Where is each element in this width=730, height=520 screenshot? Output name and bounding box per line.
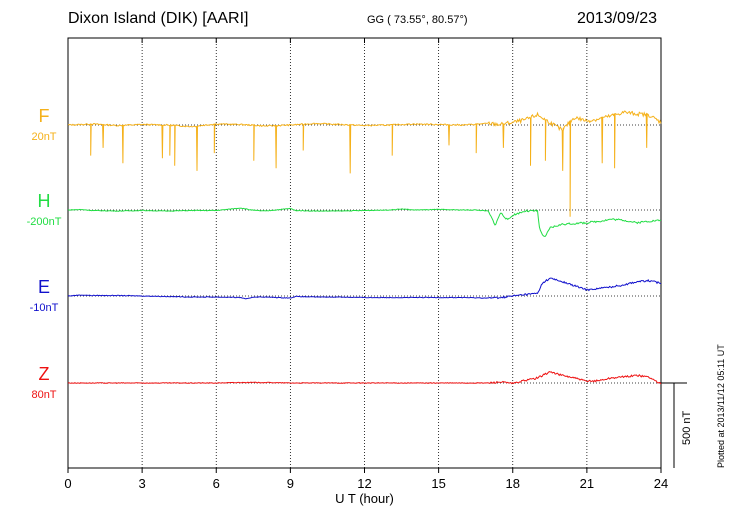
x-tick-label: 21 bbox=[580, 476, 594, 491]
coordinates: GG ( 73.55°, 80.57°) bbox=[367, 14, 468, 26]
series-scale-h: -200nT bbox=[27, 216, 62, 228]
plot-frame bbox=[67, 37, 662, 469]
x-tick-label: 18 bbox=[506, 476, 520, 491]
x-tick-label: 9 bbox=[287, 476, 294, 491]
x-axis-label: U T (hour) bbox=[335, 491, 394, 506]
series-name-e: E bbox=[38, 277, 50, 297]
x-tick-label: 6 bbox=[213, 476, 220, 491]
x-tick-label: 15 bbox=[431, 476, 445, 491]
x-tick-label: 12 bbox=[357, 476, 371, 491]
scale-bar-label: 500 nT bbox=[681, 410, 693, 445]
series-line-z bbox=[67, 371, 662, 385]
scale-bar: 500 nT bbox=[661, 382, 693, 468]
station-title: Dixon Island (DIK) [AARI] bbox=[68, 10, 249, 27]
x-tick-label: 24 bbox=[654, 476, 668, 491]
series-line-f bbox=[67, 110, 662, 217]
series-labels: F 20nT H -200nT E -10nT Z 80nT bbox=[27, 106, 62, 401]
series-scale-f: 20nT bbox=[31, 131, 56, 143]
x-axis: 0 3 6 9 12 15 18 21 24 U T (hour) bbox=[64, 38, 668, 506]
plotted-at-note: Plotted at 2013/11/12 05:11 UT bbox=[716, 344, 726, 468]
series-line-e bbox=[67, 277, 662, 300]
series-name-z: Z bbox=[39, 364, 50, 384]
series-name-h: H bbox=[38, 191, 51, 211]
grid bbox=[68, 38, 661, 468]
plot-date: 2013/09/23 bbox=[577, 10, 658, 27]
series-scale-e: -10nT bbox=[30, 302, 59, 314]
series-name-f: F bbox=[39, 106, 50, 126]
series-group bbox=[67, 110, 662, 385]
x-tick-label: 3 bbox=[139, 476, 146, 491]
x-tick-label: 0 bbox=[64, 476, 71, 491]
series-scale-z: 80nT bbox=[31, 389, 56, 401]
series-line-h bbox=[68, 207, 662, 237]
